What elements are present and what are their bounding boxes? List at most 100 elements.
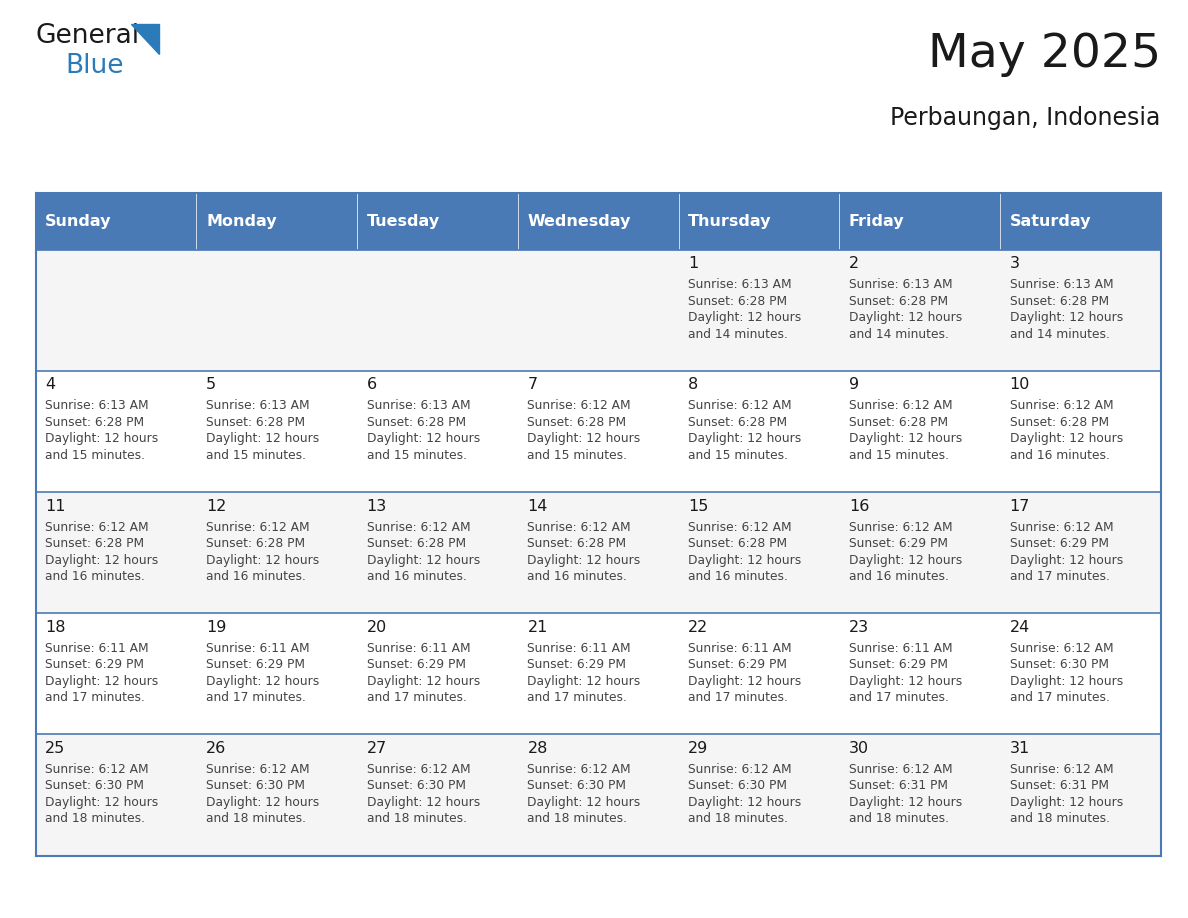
Text: Sunrise: 6:12 AM: Sunrise: 6:12 AM — [688, 521, 791, 533]
Text: 16: 16 — [849, 498, 870, 513]
Text: Sunrise: 6:12 AM: Sunrise: 6:12 AM — [367, 763, 470, 776]
Text: and 17 minutes.: and 17 minutes. — [1010, 570, 1110, 583]
Text: and 18 minutes.: and 18 minutes. — [849, 812, 949, 825]
Text: 14: 14 — [527, 498, 548, 513]
Text: 26: 26 — [206, 741, 226, 756]
Text: Daylight: 12 hours: Daylight: 12 hours — [849, 554, 962, 566]
Text: Daylight: 12 hours: Daylight: 12 hours — [1010, 675, 1123, 688]
Text: Sunrise: 6:11 AM: Sunrise: 6:11 AM — [849, 642, 953, 655]
Polygon shape — [131, 24, 159, 54]
Text: 31: 31 — [1010, 741, 1030, 756]
Text: 21: 21 — [527, 620, 548, 634]
Text: Daylight: 12 hours: Daylight: 12 hours — [688, 311, 802, 324]
Text: and 17 minutes.: and 17 minutes. — [367, 691, 467, 704]
Text: Sunset: 6:30 PM: Sunset: 6:30 PM — [1010, 658, 1108, 671]
Text: 19: 19 — [206, 620, 227, 634]
Text: 3: 3 — [1010, 256, 1019, 271]
Bar — [36, 193, 196, 250]
Text: 28: 28 — [527, 741, 548, 756]
Text: Sunrise: 6:12 AM: Sunrise: 6:12 AM — [849, 521, 953, 533]
Text: Daylight: 12 hours: Daylight: 12 hours — [527, 675, 640, 688]
Text: Sunset: 6:30 PM: Sunset: 6:30 PM — [527, 779, 626, 792]
Text: and 17 minutes.: and 17 minutes. — [688, 691, 788, 704]
Text: Sunrise: 6:13 AM: Sunrise: 6:13 AM — [367, 399, 470, 412]
Text: and 14 minutes.: and 14 minutes. — [849, 328, 949, 341]
Text: Sunrise: 6:12 AM: Sunrise: 6:12 AM — [688, 763, 791, 776]
Text: Sunrise: 6:12 AM: Sunrise: 6:12 AM — [1010, 763, 1113, 776]
Text: and 16 minutes.: and 16 minutes. — [45, 570, 145, 583]
Text: and 17 minutes.: and 17 minutes. — [849, 691, 949, 704]
Text: 17: 17 — [1010, 498, 1030, 513]
Text: and 18 minutes.: and 18 minutes. — [688, 812, 788, 825]
Text: 15: 15 — [688, 498, 708, 513]
Bar — [36, 250, 1161, 371]
Text: 2: 2 — [849, 256, 859, 271]
Text: Sunset: 6:29 PM: Sunset: 6:29 PM — [45, 658, 144, 671]
Text: and 18 minutes.: and 18 minutes. — [527, 812, 627, 825]
Text: Sunset: 6:28 PM: Sunset: 6:28 PM — [206, 537, 305, 550]
Text: Daylight: 12 hours: Daylight: 12 hours — [849, 432, 962, 445]
Text: and 16 minutes.: and 16 minutes. — [688, 570, 788, 583]
Text: Sunset: 6:28 PM: Sunset: 6:28 PM — [688, 537, 788, 550]
Text: Daylight: 12 hours: Daylight: 12 hours — [849, 796, 962, 809]
Text: Daylight: 12 hours: Daylight: 12 hours — [1010, 796, 1123, 809]
Text: Sunrise: 6:13 AM: Sunrise: 6:13 AM — [45, 399, 148, 412]
Text: 7: 7 — [527, 377, 537, 392]
Text: Sunrise: 6:12 AM: Sunrise: 6:12 AM — [527, 763, 631, 776]
Text: Daylight: 12 hours: Daylight: 12 hours — [849, 311, 962, 324]
Text: and 16 minutes.: and 16 minutes. — [367, 570, 467, 583]
Text: Perbaungan, Indonesia: Perbaungan, Indonesia — [890, 106, 1161, 129]
Text: Sunset: 6:28 PM: Sunset: 6:28 PM — [849, 295, 948, 308]
Text: Sunrise: 6:13 AM: Sunrise: 6:13 AM — [1010, 278, 1113, 291]
Text: Sunset: 6:29 PM: Sunset: 6:29 PM — [849, 537, 948, 550]
Text: 25: 25 — [45, 741, 65, 756]
Text: Sunrise: 6:11 AM: Sunrise: 6:11 AM — [206, 642, 310, 655]
Text: Friday: Friday — [849, 214, 904, 229]
Text: Saturday: Saturday — [1010, 214, 1091, 229]
Text: Sunrise: 6:12 AM: Sunrise: 6:12 AM — [849, 399, 953, 412]
Text: and 15 minutes.: and 15 minutes. — [527, 449, 627, 462]
Text: Sunset: 6:31 PM: Sunset: 6:31 PM — [1010, 779, 1108, 792]
Text: 9: 9 — [849, 377, 859, 392]
Text: May 2025: May 2025 — [928, 32, 1161, 77]
Text: Daylight: 12 hours: Daylight: 12 hours — [367, 432, 480, 445]
Text: 4: 4 — [45, 377, 56, 392]
Text: 8: 8 — [688, 377, 699, 392]
Text: and 16 minutes.: and 16 minutes. — [849, 570, 949, 583]
Text: 13: 13 — [367, 498, 387, 513]
Text: Sunrise: 6:13 AM: Sunrise: 6:13 AM — [688, 278, 791, 291]
Text: Sunrise: 6:12 AM: Sunrise: 6:12 AM — [206, 763, 310, 776]
Text: Sunset: 6:28 PM: Sunset: 6:28 PM — [206, 416, 305, 429]
Text: Sunset: 6:29 PM: Sunset: 6:29 PM — [206, 658, 305, 671]
Text: Sunrise: 6:11 AM: Sunrise: 6:11 AM — [367, 642, 470, 655]
Text: Daylight: 12 hours: Daylight: 12 hours — [45, 432, 158, 445]
Text: and 16 minutes.: and 16 minutes. — [527, 570, 627, 583]
Text: Sunset: 6:29 PM: Sunset: 6:29 PM — [688, 658, 788, 671]
Text: Sunrise: 6:12 AM: Sunrise: 6:12 AM — [1010, 399, 1113, 412]
Bar — [839, 193, 1000, 250]
Text: 29: 29 — [688, 741, 708, 756]
Text: Monday: Monday — [206, 214, 277, 229]
Text: Sunrise: 6:12 AM: Sunrise: 6:12 AM — [849, 763, 953, 776]
Text: Sunset: 6:28 PM: Sunset: 6:28 PM — [367, 537, 466, 550]
Text: and 14 minutes.: and 14 minutes. — [688, 328, 788, 341]
Text: Sunrise: 6:12 AM: Sunrise: 6:12 AM — [367, 521, 470, 533]
Text: Sunrise: 6:12 AM: Sunrise: 6:12 AM — [45, 763, 148, 776]
Text: Blue: Blue — [65, 53, 124, 79]
Text: Daylight: 12 hours: Daylight: 12 hours — [1010, 432, 1123, 445]
Text: and 18 minutes.: and 18 minutes. — [45, 812, 145, 825]
Bar — [518, 193, 678, 250]
Text: 10: 10 — [1010, 377, 1030, 392]
Text: Sunrise: 6:11 AM: Sunrise: 6:11 AM — [688, 642, 791, 655]
Text: and 15 minutes.: and 15 minutes. — [206, 449, 307, 462]
Bar — [36, 613, 1161, 734]
Text: and 15 minutes.: and 15 minutes. — [849, 449, 949, 462]
Text: 11: 11 — [45, 498, 65, 513]
Text: Sunset: 6:30 PM: Sunset: 6:30 PM — [688, 779, 788, 792]
Text: Sunrise: 6:12 AM: Sunrise: 6:12 AM — [527, 521, 631, 533]
Text: Sunset: 6:28 PM: Sunset: 6:28 PM — [45, 416, 145, 429]
Text: Sunrise: 6:11 AM: Sunrise: 6:11 AM — [527, 642, 631, 655]
Text: 20: 20 — [367, 620, 387, 634]
Text: 27: 27 — [367, 741, 387, 756]
Bar — [36, 492, 1161, 613]
